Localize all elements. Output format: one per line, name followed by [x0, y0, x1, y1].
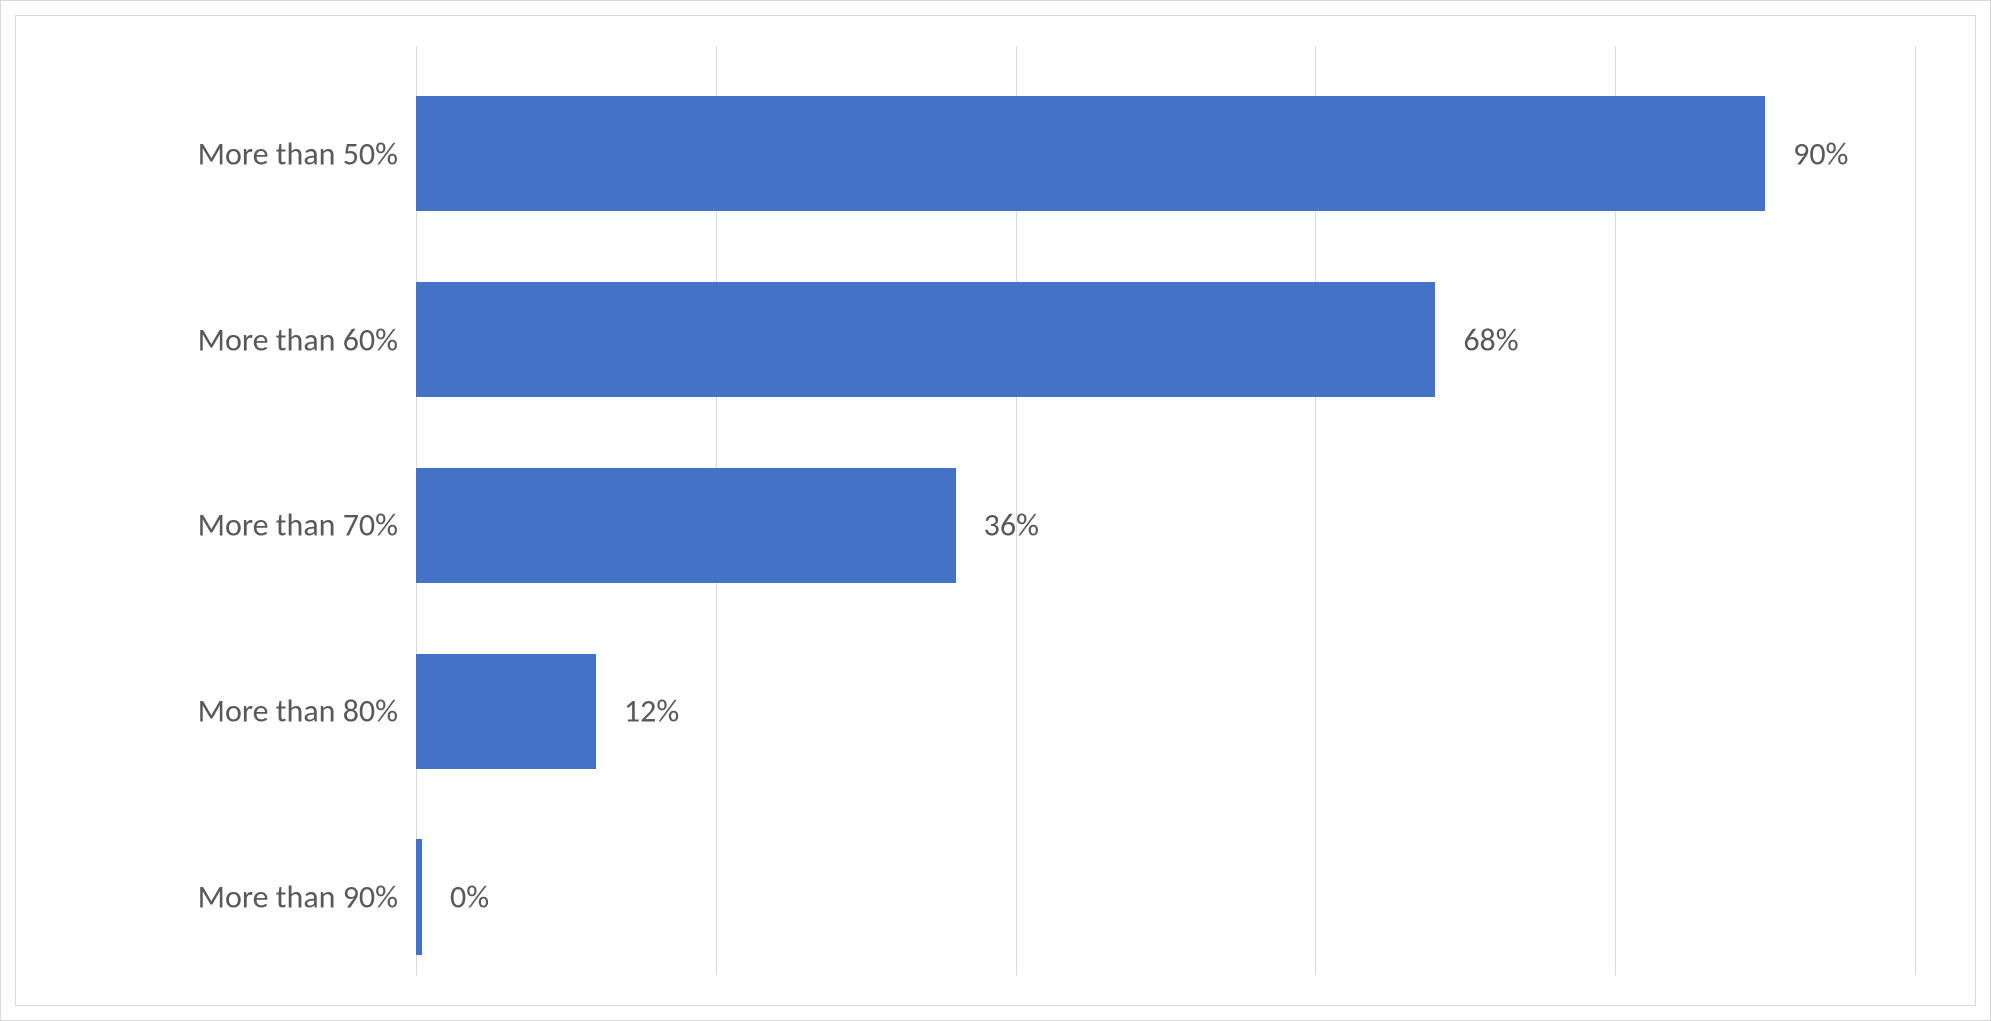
- bar-value-label: 90%: [1793, 134, 1848, 173]
- chart-frame: 90% More than 50% 68% More than 60% 36% More …: [15, 15, 1976, 1006]
- bar-row: [416, 468, 1915, 583]
- plot-area: 90%More than 50%68%More than 60%36%More …: [416, 46, 1915, 975]
- category-label: More than 70%: [198, 506, 416, 545]
- bar-row: [416, 282, 1915, 397]
- bar-value-label: 36%: [984, 506, 1039, 545]
- category-label: More than 50%: [198, 134, 416, 173]
- bar: [416, 654, 596, 769]
- category-label: More than 90%: [198, 877, 416, 916]
- category-label: More than 60%: [198, 320, 416, 359]
- bar: [416, 96, 1765, 211]
- category-label: More than 80%: [198, 692, 416, 731]
- bar-row: [416, 96, 1915, 211]
- chart-outer-border: 90% More than 50% 68% More than 60% 36% More …: [0, 0, 1991, 1021]
- bar: [416, 468, 956, 583]
- gridline: [1915, 46, 1916, 975]
- bar-value-label: 0%: [450, 877, 489, 916]
- bar-value-label: 12%: [624, 692, 679, 731]
- bar: [416, 282, 1435, 397]
- bar-row: [416, 839, 1915, 954]
- bar-value-label: 68%: [1463, 320, 1518, 359]
- bar: [416, 839, 422, 954]
